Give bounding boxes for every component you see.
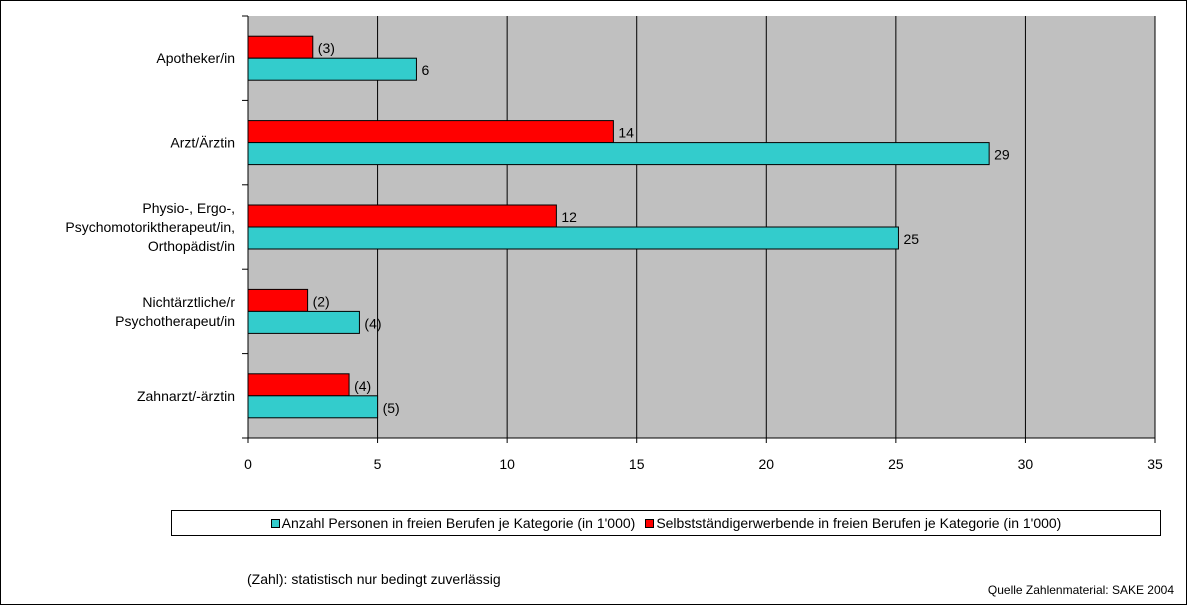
data-label-selbststaendig: 14 bbox=[618, 125, 634, 141]
category-label: Apotheker/in bbox=[156, 50, 235, 66]
legend-swatch-selbststaendig bbox=[645, 518, 655, 528]
category-label: Physio-, Ergo-, Psychomotoriktherapeut/in… bbox=[65, 200, 235, 254]
category-label-line: Nichtärztliche/r bbox=[142, 294, 235, 310]
x-tick-label: 10 bbox=[499, 456, 515, 472]
bar-selbststaendig bbox=[247, 204, 557, 228]
source-note: Quelle Zahlenmaterial: SAKE 2004 bbox=[987, 583, 1174, 597]
category-label-line: Zahnarzt/-ärztin bbox=[137, 388, 235, 404]
bar-selbststaendig bbox=[247, 120, 614, 144]
bar-selbststaendig bbox=[247, 373, 350, 397]
category-label: Zahnarzt/-ärztin bbox=[137, 388, 235, 404]
x-tick-label: 35 bbox=[1147, 456, 1163, 472]
bar-anzahl bbox=[247, 395, 379, 419]
category-label-line: Apotheker/in bbox=[156, 50, 235, 66]
legend: Anzahl Personen in freien Berufen je Kat… bbox=[171, 510, 1161, 536]
category-label: Arzt/Ärztin bbox=[170, 135, 235, 151]
data-label-selbststaendig: (2) bbox=[313, 293, 330, 309]
legend-label-anzahl: Anzahl Personen in freien Berufen je Kat… bbox=[281, 515, 636, 531]
bar-selbststaendig bbox=[247, 288, 309, 312]
x-tick-label: 30 bbox=[1018, 456, 1034, 472]
data-label-anzahl: 29 bbox=[994, 147, 1010, 163]
category-label-line: Arzt/Ärztin bbox=[170, 135, 235, 151]
bar-anzahl bbox=[247, 57, 417, 81]
data-label-anzahl: 6 bbox=[421, 62, 429, 78]
category-label-line: Physio-, Ergo-, bbox=[142, 200, 235, 216]
legend-item-anzahl: Anzahl Personen in freien Berufen je Kat… bbox=[270, 515, 636, 531]
category-label-line: Psychomotoriktherapeut/in, bbox=[65, 219, 235, 235]
bar-anzahl bbox=[247, 226, 899, 250]
x-tick-label: 0 bbox=[244, 456, 252, 472]
category-label-line: Orthopädist/in bbox=[148, 238, 235, 254]
x-tick-label: 20 bbox=[758, 456, 774, 472]
legend-label-selbststaendig: Selbstständigerwerbende in freien Berufe… bbox=[656, 515, 1062, 531]
data-label-selbststaendig: 12 bbox=[561, 209, 577, 225]
category-label: Nichtärztliche/r Psychotherapeut/in bbox=[115, 294, 235, 329]
category-label-line: Psychotherapeut/in bbox=[115, 313, 235, 329]
footnote: (Zahl): statistisch nur bedingt zuverläs… bbox=[247, 571, 501, 587]
x-tick-label: 15 bbox=[629, 456, 645, 472]
bar-anzahl bbox=[247, 310, 360, 334]
x-tick-label: 5 bbox=[374, 456, 382, 472]
bar-selbststaendig bbox=[247, 35, 314, 59]
data-label-selbststaendig: (3) bbox=[318, 40, 335, 56]
bar-anzahl bbox=[247, 142, 990, 166]
data-label-anzahl: (4) bbox=[364, 315, 381, 331]
legend-item-selbststaendig: Selbstständigerwerbende in freien Berufe… bbox=[645, 515, 1061, 531]
legend-swatch-anzahl bbox=[270, 518, 280, 528]
data-label-anzahl: (5) bbox=[383, 400, 400, 416]
data-label-selbststaendig: (4) bbox=[354, 378, 371, 394]
x-tick-label: 25 bbox=[888, 456, 904, 472]
data-label-anzahl: 25 bbox=[903, 231, 919, 247]
